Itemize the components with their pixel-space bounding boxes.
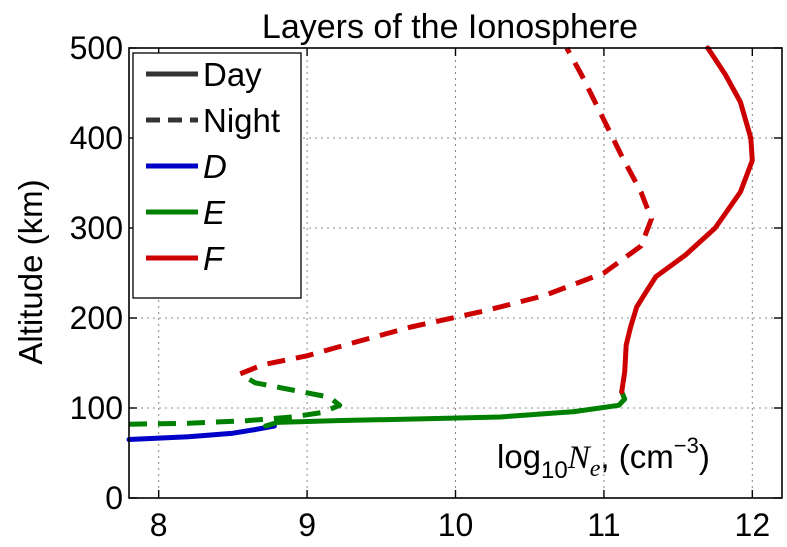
x-tick-label: 11 <box>587 507 620 543</box>
series-e-day-line <box>263 389 628 429</box>
y-tick-labels: 0 100 200 300 400 500 <box>70 30 123 516</box>
y-tick-label: 200 <box>70 300 123 336</box>
annot-log-sub: 10 <box>541 457 568 484</box>
chart-title: Layers of the Ionosphere <box>262 8 638 46</box>
legend-label-day: Day <box>203 56 262 93</box>
x-tick-label: 8 <box>150 507 168 543</box>
y-axis-label: Altitude (km) <box>12 179 49 364</box>
legend-label-night: Night <box>203 102 280 139</box>
x-tick-labels: 8 9 10 11 12 <box>150 507 770 543</box>
annot-var-sub: e <box>590 456 601 482</box>
annot-units-sup: −3 <box>674 433 699 458</box>
annot-units-pre: , (cm <box>600 438 673 475</box>
x-tick-label: 10 <box>438 507 474 543</box>
y-tick-label: 0 <box>105 480 123 516</box>
x-tick-label: 12 <box>735 507 771 543</box>
legend: Day Night DEF <box>132 52 302 299</box>
annot-var: N <box>567 440 592 476</box>
annot-units-post: ) <box>699 438 710 475</box>
y-tick-label: 100 <box>70 390 123 426</box>
annot-log: log <box>497 438 541 475</box>
y-tick-label: 500 <box>70 30 123 66</box>
series-d-day-line <box>126 423 277 442</box>
series-group <box>126 45 755 442</box>
legend-label-e: E <box>203 194 226 231</box>
series-f-night-line <box>239 46 654 377</box>
series-e-night-line <box>128 371 343 427</box>
series-f-day-line <box>619 45 755 395</box>
legend-label-d: D <box>203 148 227 185</box>
legend-label-f: F <box>203 240 225 277</box>
x-tick-label: 9 <box>298 507 316 543</box>
x-annotation: log10Ne, (cm−3) <box>497 433 710 484</box>
y-tick-label: 300 <box>70 210 123 246</box>
y-tick-label: 400 <box>70 120 123 156</box>
